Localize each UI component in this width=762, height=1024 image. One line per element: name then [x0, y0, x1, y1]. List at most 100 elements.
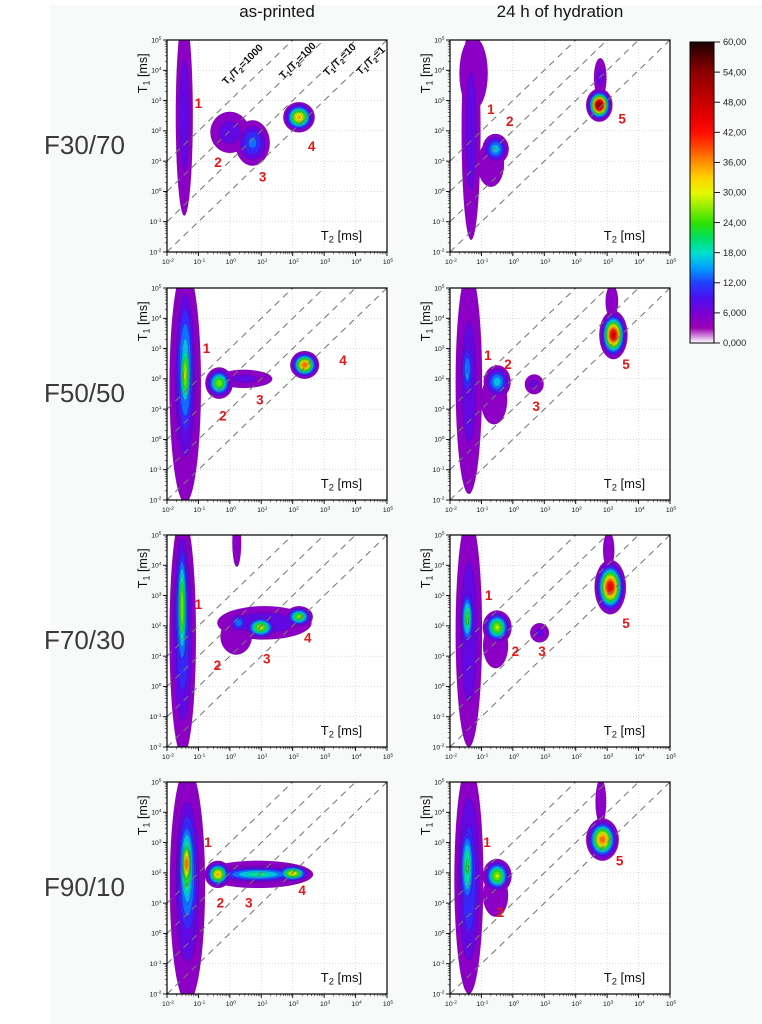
svg-text:10-2: 10-2 [433, 496, 445, 505]
row-label-f50-50: F50/50 [44, 378, 125, 408]
axis-ticks: 10-210-2 10-1 10-1 100 100 101 101 102 102 103 103… [433, 778, 677, 1008]
svg-text:101: 101 [257, 999, 268, 1008]
svg-text:60,00: 60,00 [723, 37, 746, 47]
svg-text:103: 103 [603, 505, 614, 514]
svg-text:101: 101 [434, 157, 445, 166]
y-axis-label: T1 [ms] [419, 795, 434, 835]
contour-blobs [454, 782, 619, 994]
svg-text:105: 105 [383, 257, 394, 266]
plot-frame [449, 781, 671, 995]
contour-plot-f90-10-hydrated: 10-2 10-2 10-1 10-1 100 100 101 101 102 102 103 103… [417, 774, 679, 1024]
contour-plot-f90-10-as-printed: 10-2 10-2 10-1 10-1 100 100 101 101 102 102 103 103… [134, 774, 396, 1024]
svg-text:103: 103 [320, 505, 331, 514]
svg-text:10-2: 10-2 [150, 990, 162, 999]
svg-text:10-2: 10-2 [150, 248, 162, 257]
svg-text:10-2: 10-2 [162, 257, 174, 266]
svg-text:10-1: 10-1 [193, 999, 205, 1008]
svg-text:4: 4 [339, 353, 347, 368]
svg-text:105: 105 [434, 36, 445, 45]
svg-text:100: 100 [151, 187, 162, 196]
svg-text:100: 100 [434, 435, 445, 444]
svg-text:104: 104 [351, 752, 362, 761]
svg-text:10-1: 10-1 [193, 257, 205, 266]
svg-text:1: 1 [195, 96, 203, 111]
y-axis-label: T1 [ms] [136, 53, 151, 93]
svg-text:3: 3 [532, 399, 540, 414]
svg-text:100: 100 [226, 752, 237, 761]
svg-text:101: 101 [540, 257, 551, 266]
svg-text:1: 1 [203, 341, 211, 356]
svg-text:18,00: 18,00 [723, 248, 746, 258]
svg-text:100: 100 [509, 999, 520, 1008]
svg-text:104: 104 [351, 999, 362, 1008]
svg-text:100: 100 [509, 257, 520, 266]
svg-text:2: 2 [506, 114, 514, 129]
svg-text:1: 1 [483, 835, 491, 850]
svg-text:4: 4 [308, 139, 316, 154]
svg-text:5: 5 [618, 111, 626, 126]
axis-ticks: 10-210-2 10-1 10-1 100 100 101 101 102 102 103 103… [433, 531, 677, 761]
axis-ticks: 10-210-2 10-1 10-1 100 100 101 101 102 102 103 103… [150, 531, 394, 761]
svg-text:101: 101 [540, 505, 551, 514]
svg-text:5: 5 [622, 357, 630, 372]
svg-text:105: 105 [151, 531, 162, 540]
svg-text:10-2: 10-2 [445, 752, 457, 761]
contour-plot-f50-50-as-printed: 10-2 10-2 10-1 10-1 100 100 101 101 102 102 103 103… [134, 280, 396, 545]
svg-text:101: 101 [434, 405, 445, 414]
contour-plot-f50-50-hydrated: 10-2 10-2 10-1 10-1 100 100 101 101 102 102 103 103… [417, 280, 679, 545]
svg-text:104: 104 [351, 505, 362, 514]
svg-text:103: 103 [320, 752, 331, 761]
y-axis-label: T1 [ms] [136, 301, 151, 341]
svg-text:103: 103 [434, 96, 445, 105]
svg-text:102: 102 [572, 752, 583, 761]
contour-plot-svg: T1/T2=1000T1/T2=100T1/T2=10T1/T2=110-210… [136, 36, 394, 266]
svg-text:2: 2 [217, 896, 225, 911]
svg-text:101: 101 [257, 752, 268, 761]
svg-text:42,00: 42,00 [723, 128, 746, 138]
contour-plot-f30-70-as-printed: T1/T2=1000 T1/T2=100 T1/T2=10 T1/T2=1 10-2 10… [134, 32, 396, 297]
svg-text:10-2: 10-2 [162, 752, 174, 761]
contour-blobs [455, 288, 628, 495]
svg-text:3: 3 [256, 393, 264, 408]
svg-text:101: 101 [434, 899, 445, 908]
svg-text:102: 102 [151, 869, 162, 878]
svg-text:102: 102 [289, 505, 300, 514]
contour-plot-svg: 10-210-2 10-1 10-1 100 100 101 101 102 102 103 103… [419, 531, 677, 761]
column-title-hydration: 24 h of hydration [496, 2, 624, 21]
svg-text:104: 104 [634, 999, 645, 1008]
svg-text:104: 104 [351, 257, 362, 266]
svg-text:105: 105 [666, 505, 677, 514]
plot-frame [449, 534, 671, 748]
x-axis-label: T2 [ms] [604, 970, 645, 986]
svg-text:102: 102 [151, 622, 162, 631]
svg-text:102: 102 [151, 127, 162, 136]
svg-text:104: 104 [434, 808, 445, 817]
svg-text:105: 105 [666, 752, 677, 761]
contour-plot-f70-30-hydrated: 10-2 10-2 10-1 10-1 100 100 101 101 102 102 103 103… [417, 527, 679, 792]
svg-text:104: 104 [151, 808, 162, 817]
axis-ticks: 10-210-2 10-1 10-1 100 100 101 101 102 102 103 103… [433, 36, 677, 266]
y-axis-label: T1 [ms] [419, 53, 434, 93]
svg-text:103: 103 [603, 999, 614, 1008]
svg-text:100: 100 [226, 999, 237, 1008]
row-label-f90-10: F90/10 [44, 872, 125, 902]
svg-text:104: 104 [634, 257, 645, 266]
contour-blobs [169, 288, 320, 500]
svg-text:2: 2 [497, 905, 505, 920]
svg-text:10-1: 10-1 [433, 712, 445, 721]
svg-text:3: 3 [259, 169, 267, 184]
svg-text:100: 100 [434, 929, 445, 938]
svg-text:4: 4 [304, 630, 312, 645]
svg-text:2: 2 [214, 658, 222, 673]
y-axis-label: T1 [ms] [136, 795, 151, 835]
svg-text:2: 2 [512, 644, 520, 659]
svg-text:101: 101 [540, 752, 551, 761]
svg-text:100: 100 [509, 505, 520, 514]
svg-text:105: 105 [434, 284, 445, 293]
svg-text:101: 101 [151, 157, 162, 166]
ratio-diagonals [167, 288, 387, 500]
svg-text:10-1: 10-1 [476, 505, 488, 514]
svg-text:0,000: 0,000 [723, 338, 746, 348]
